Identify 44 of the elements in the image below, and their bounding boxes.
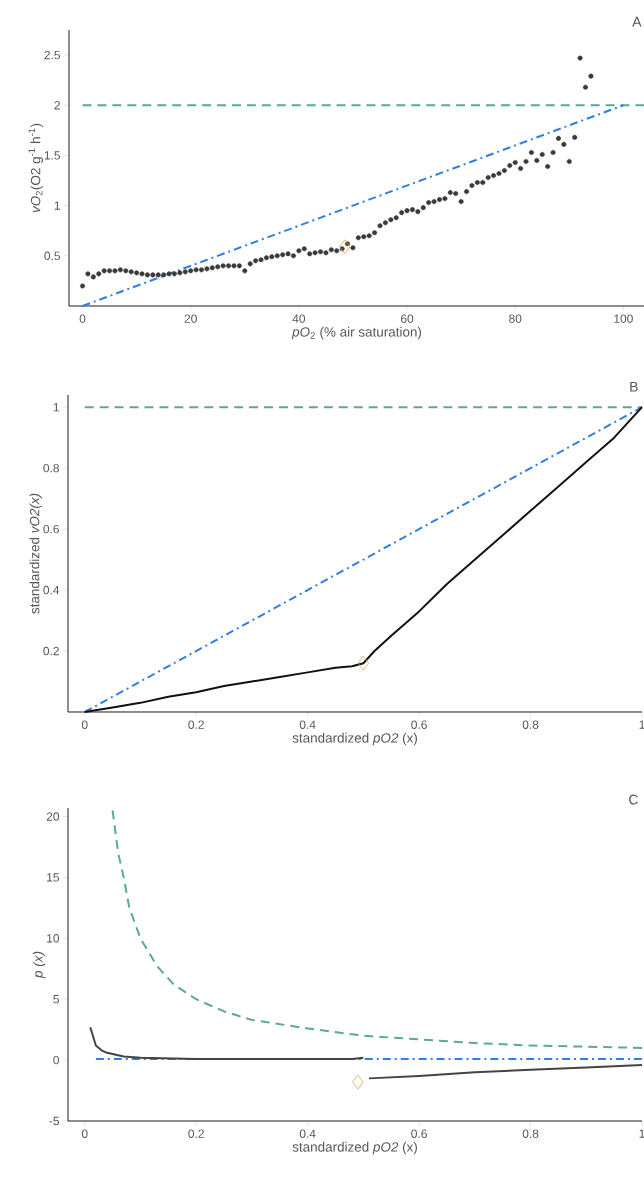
y-tick-label: 20: [46, 812, 60, 821]
text: C: [629, 794, 638, 805]
x-tick-label: 0.8: [522, 720, 539, 729]
y-tick-label: 15: [47, 873, 59, 882]
y-tick-label: -5: [49, 1116, 59, 1126]
x-tick-label: 0.8: [522, 1129, 539, 1138]
x-tick-label: 0.2: [188, 720, 204, 729]
y-tick-label: 0.6: [43, 524, 59, 534]
x-tick-label: 0.4: [299, 1129, 316, 1138]
x-tick-label: 0.4: [299, 720, 316, 729]
y-axis-title: standardized vO2(x): [29, 493, 43, 614]
x-tick-label: 20: [184, 314, 197, 323]
x-tick-label: 0: [81, 720, 88, 729]
text: B: [630, 381, 638, 392]
x-axis-title: standardized pO2 (x): [292, 732, 417, 746]
x-tick-label: 1: [639, 720, 644, 729]
y-axis-title: p (x): [32, 951, 46, 979]
x-tick-label: 0.2: [188, 1129, 204, 1138]
x-tick-label: 60: [400, 314, 414, 323]
x-tick-label: 100: [614, 314, 633, 323]
y-tick-label: 10: [47, 934, 60, 943]
text: A: [632, 16, 642, 27]
x-tick-label: 0: [79, 314, 86, 323]
y-tick-label: 1: [53, 403, 59, 412]
y-tick-label: 0: [53, 1055, 60, 1065]
y-tick-label: 1: [54, 201, 60, 210]
y-tick-label: 0.2: [43, 646, 59, 656]
line-series: [111, 809, 644, 1049]
x-tick-label: 0.6: [411, 1129, 427, 1138]
x-tick-label: 40: [292, 314, 306, 323]
y-tick-label: 2: [54, 101, 60, 110]
x-tick-label: 0: [81, 1129, 88, 1138]
y-axis-title: vO$_{2}$(O2 g$^{-1}$ h$^{-1}$): [28, 123, 44, 213]
y-tick-label: 5: [53, 995, 59, 1004]
x-axis-title: pO$_{2}$ (% air saturation): [291, 326, 422, 340]
y-tick-label: 2.5: [44, 50, 60, 60]
y-tick-label: 1.5: [44, 151, 60, 160]
x-tick-label: 1: [639, 1129, 644, 1138]
x-tick-label: 0.6: [411, 720, 427, 729]
y-tick-label: 0.4: [43, 585, 60, 595]
x-tick-label: 80: [509, 314, 522, 323]
y-tick-label: 0.8: [43, 463, 59, 473]
x-axis-title: standardized pO2 (x): [292, 1141, 417, 1155]
y-tick-label: 0.5: [44, 251, 60, 261]
